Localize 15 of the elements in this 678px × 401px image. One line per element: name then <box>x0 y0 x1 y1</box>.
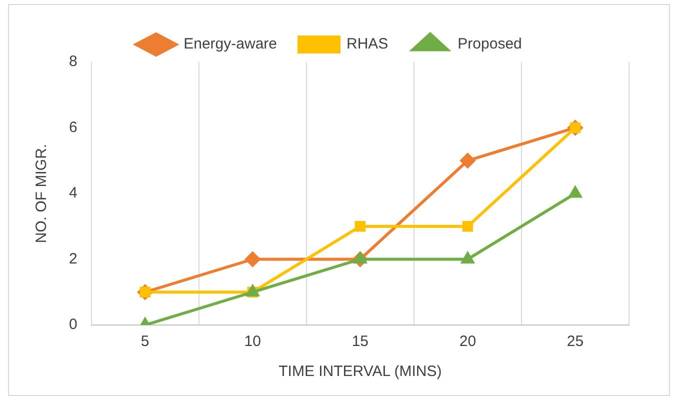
x-tick-label: 20 <box>459 333 476 350</box>
legend-label: Energy-aware <box>184 36 278 53</box>
x-axis-title: TIME INTERVAL (MINS) <box>278 363 442 380</box>
y-tick-label: 8 <box>69 53 78 70</box>
legend-label: Proposed <box>458 36 522 53</box>
y-axis-title: NO. OF MIGR. <box>33 144 50 244</box>
y-tick-label: 0 <box>69 316 78 334</box>
x-tick-label: 10 <box>244 333 261 350</box>
x-tick-label: 5 <box>140 333 150 350</box>
y-tick-label: 2 <box>69 250 78 268</box>
x-tick-label: 15 <box>352 333 369 350</box>
y-tick-label: 4 <box>69 184 78 202</box>
legend-label: RHAS <box>346 36 388 53</box>
x-tick-label: 25 <box>566 333 584 350</box>
y-tick-label: 6 <box>69 118 78 136</box>
